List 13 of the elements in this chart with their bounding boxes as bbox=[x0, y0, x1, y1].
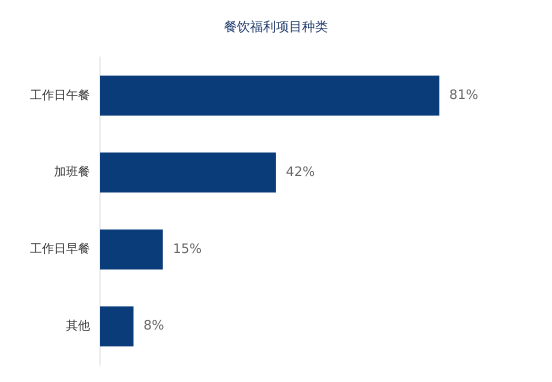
y-tick-label: 工作日午餐 bbox=[30, 88, 90, 102]
y-tick-label: 加班餐 bbox=[54, 164, 90, 179]
bar bbox=[100, 229, 163, 270]
data-label: 42% bbox=[286, 164, 315, 180]
y-tick-label: 其他 bbox=[66, 318, 90, 332]
bar bbox=[100, 76, 440, 116]
bar bbox=[100, 152, 276, 193]
data-label: 15% bbox=[172, 242, 202, 257]
data-label: 8% bbox=[144, 318, 164, 334]
y-tick-label: 工作日早餐 bbox=[30, 242, 90, 256]
bar bbox=[100, 306, 134, 346]
chart-title: 餐饮福利项目种类 bbox=[223, 19, 329, 36]
data-label: 81% bbox=[449, 88, 478, 104]
